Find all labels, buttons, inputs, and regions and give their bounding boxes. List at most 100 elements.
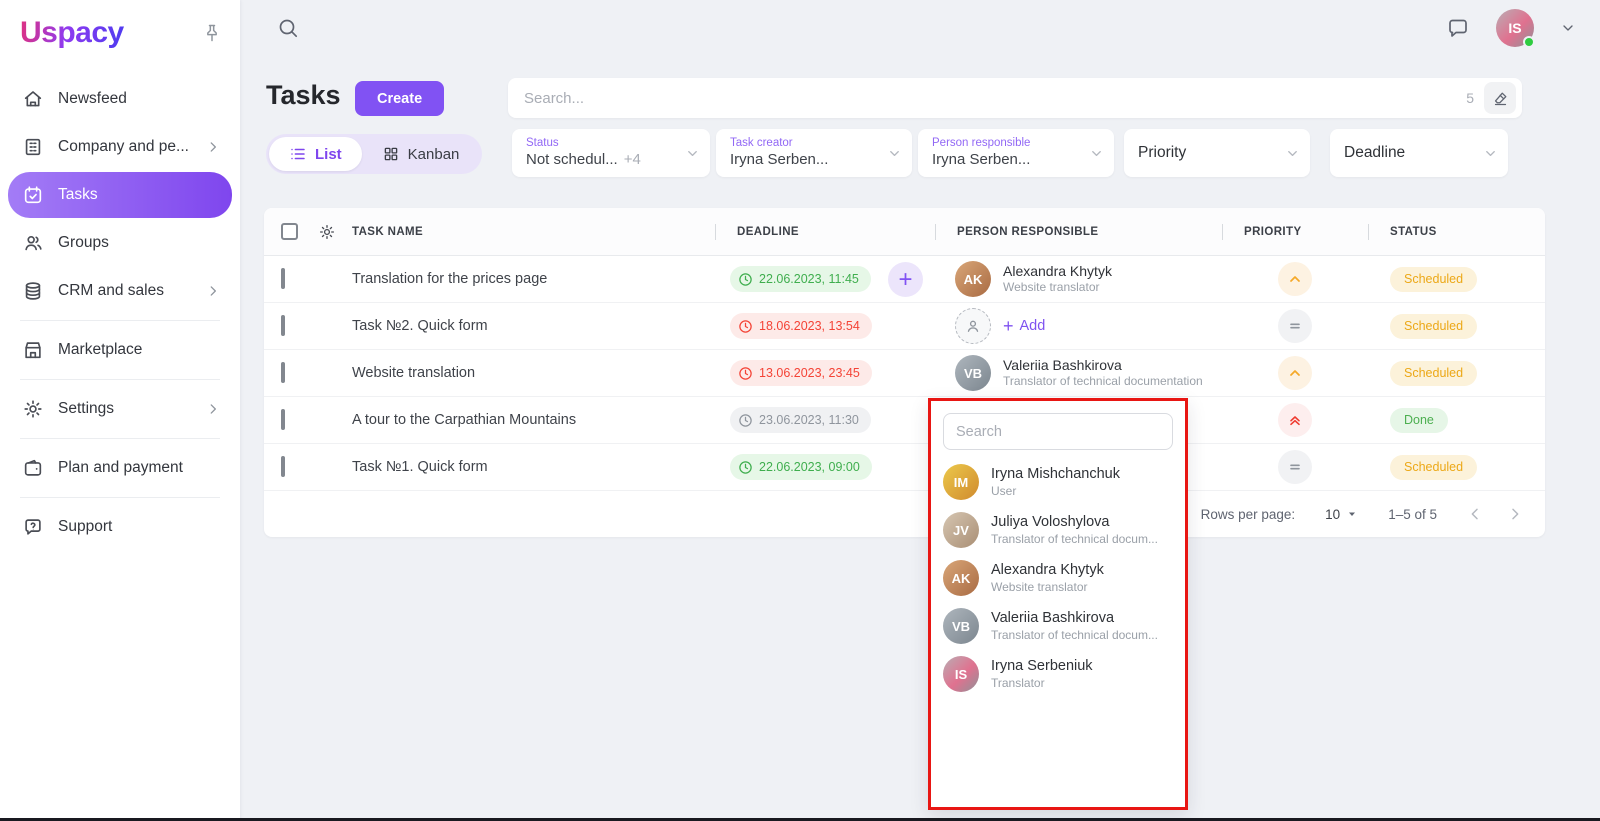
chevron-down-icon[interactable]: [1560, 20, 1576, 36]
quick-add-button[interactable]: +: [888, 262, 923, 297]
sidebar-item-label: Newsfeed: [58, 90, 127, 107]
create-button[interactable]: Create: [355, 81, 445, 116]
gear-icon: [22, 398, 44, 420]
table-row[interactable]: A tour to the Carpathian Mountains 23.06…: [264, 397, 1545, 444]
status-badge[interactable]: Scheduled: [1390, 313, 1478, 339]
sidebar-item-company[interactable]: Company and pe...: [8, 124, 232, 170]
priority-highest-icon[interactable]: [1278, 403, 1312, 437]
sidebar-item-crm[interactable]: CRM and sales: [8, 268, 232, 314]
avatar: VB: [955, 355, 991, 391]
filter-person-responsible[interactable]: Person responsible Iryna Serben...: [918, 129, 1114, 177]
filter-task-creator[interactable]: Task creator Iryna Serben...: [716, 129, 912, 177]
column-header-status[interactable]: STATUS: [1368, 223, 1545, 240]
pagination-range: 1–5 of 5: [1388, 506, 1437, 522]
task-name[interactable]: Website translation: [352, 365, 476, 381]
deadline-badge[interactable]: 22.06.2023, 09:00: [730, 454, 872, 480]
row-checkbox[interactable]: [281, 409, 285, 430]
add-person-button[interactable]: + Add: [1003, 316, 1046, 336]
chevron-right-icon: [206, 140, 220, 154]
task-name[interactable]: A tour to the Carpathian Mountains: [352, 412, 577, 428]
status-badge[interactable]: Scheduled: [1390, 266, 1478, 292]
column-header-person[interactable]: PERSON RESPONSIBLE: [935, 223, 1222, 240]
pin-icon[interactable]: [202, 23, 222, 43]
chat-icon[interactable]: [1446, 16, 1470, 40]
person-option[interactable]: VB Valeriia Bashkirova Translator of tech…: [931, 602, 1185, 650]
person-name: Alexandra Khytyk: [991, 561, 1104, 578]
empty-avatar-placeholder[interactable]: [955, 308, 991, 344]
person-role: Translator of technical docum...: [991, 531, 1158, 546]
chevron-down-icon: [1483, 146, 1498, 161]
sidebar-item-settings[interactable]: Settings: [8, 386, 232, 432]
person-option[interactable]: AK Alexandra Khytyk Website translator: [931, 554, 1185, 602]
sidebar-item-tasks[interactable]: Tasks: [8, 172, 232, 218]
chevron-down-icon: [1089, 146, 1104, 161]
sidebar-item-label: Settings: [58, 400, 115, 417]
person-role: Website translator: [991, 579, 1088, 594]
table-row[interactable]: Website translation 13.06.2023, 23:45 VB…: [264, 350, 1545, 397]
select-all-checkbox[interactable]: [281, 223, 298, 240]
rows-per-page-select[interactable]: 10: [1325, 507, 1358, 522]
clear-filters-button[interactable]: [1484, 82, 1516, 114]
task-name[interactable]: Translation for the prices page: [352, 271, 548, 287]
table-row[interactable]: Task №2. Quick form 18.06.2023, 13:54 + A…: [264, 303, 1545, 350]
status-badge[interactable]: Scheduled: [1390, 360, 1478, 386]
deadline-badge[interactable]: 13.06.2023, 23:45: [730, 360, 872, 386]
person-name[interactable]: Alexandra Khytyk: [1003, 263, 1112, 280]
person-role: Translator of technical docum...: [991, 627, 1158, 642]
filter-label: Status: [526, 137, 559, 150]
previous-page-button[interactable]: [1467, 506, 1483, 522]
status-badge[interactable]: Done: [1390, 407, 1448, 433]
sidebar-item-plan-payment[interactable]: Plan and payment: [8, 445, 232, 491]
column-header-priority[interactable]: PRIORITY: [1222, 223, 1368, 240]
tab-kanban-view[interactable]: Kanban: [362, 137, 480, 171]
dropdown-search-input[interactable]: [956, 423, 1160, 440]
user-avatar[interactable]: IS: [1496, 9, 1535, 48]
filter-label: Deadline: [1344, 144, 1406, 162]
sidebar-item-newsfeed[interactable]: Newsfeed: [8, 76, 232, 122]
priority-medium-icon[interactable]: [1278, 309, 1312, 343]
avatar: IS: [943, 656, 979, 692]
database-icon: [22, 280, 44, 302]
row-checkbox[interactable]: [281, 268, 285, 289]
column-header-task-name[interactable]: TASK NAME: [352, 225, 424, 238]
tasks-search-input[interactable]: [524, 89, 1467, 107]
row-checkbox[interactable]: [281, 315, 285, 336]
deadline-badge[interactable]: 18.06.2023, 13:54: [730, 313, 872, 339]
filter-priority[interactable]: Priority: [1124, 129, 1310, 177]
tab-list-view[interactable]: List: [269, 137, 362, 171]
deadline-badge[interactable]: 22.06.2023, 11:45: [730, 266, 871, 292]
priority-medium-icon[interactable]: [1278, 450, 1312, 484]
sidebar-item-support[interactable]: Support: [8, 504, 232, 550]
sidebar-item-groups[interactable]: Groups: [8, 220, 232, 266]
person-option[interactable]: IS Iryna Serbeniuk Translator: [931, 650, 1185, 698]
person-name: Juliya Voloshylova: [991, 513, 1110, 530]
next-page-button[interactable]: [1507, 506, 1523, 522]
row-checkbox[interactable]: [281, 362, 285, 383]
sidebar-item-marketplace[interactable]: Marketplace: [8, 327, 232, 373]
search-icon[interactable]: [276, 16, 300, 40]
column-header-deadline[interactable]: DEADLINE: [715, 223, 935, 240]
avatar: VB: [943, 608, 979, 644]
person-option[interactable]: IM Iryna Mishchanchuk User: [931, 458, 1185, 506]
calendar-check-icon: [22, 184, 44, 206]
priority-high-icon[interactable]: [1278, 356, 1312, 390]
deadline-badge[interactable]: 23.06.2023, 11:30: [730, 407, 871, 433]
table-settings-gear-icon[interactable]: [318, 223, 336, 241]
kanban-tab-label: Kanban: [407, 145, 460, 163]
uspacy-logo[interactable]: Uspacy: [20, 16, 124, 49]
person-name[interactable]: Valeriia Bashkirova: [1003, 357, 1122, 374]
building-icon: [22, 136, 44, 158]
status-badge[interactable]: Scheduled: [1390, 454, 1478, 480]
filter-deadline[interactable]: Deadline: [1330, 129, 1508, 177]
row-checkbox[interactable]: [281, 456, 285, 477]
sidebar-item-label: Groups: [58, 234, 109, 251]
table-row[interactable]: Translation for the prices page 22.06.20…: [264, 256, 1545, 303]
priority-high-icon[interactable]: [1278, 262, 1312, 296]
task-name[interactable]: Task №2. Quick form: [352, 318, 488, 334]
sidebar-item-label: Support: [58, 518, 113, 535]
task-name[interactable]: Task №1. Quick form: [352, 459, 488, 475]
person-option[interactable]: JV Juliya Voloshylova Translator of techn…: [931, 506, 1185, 554]
sidebar-item-label: Company and pe...: [58, 138, 189, 155]
filter-status[interactable]: Status Not schedul... +4: [512, 129, 710, 177]
table-row[interactable]: Task №1. Quick form 22.06.2023, 09:00 Sc…: [264, 444, 1545, 491]
